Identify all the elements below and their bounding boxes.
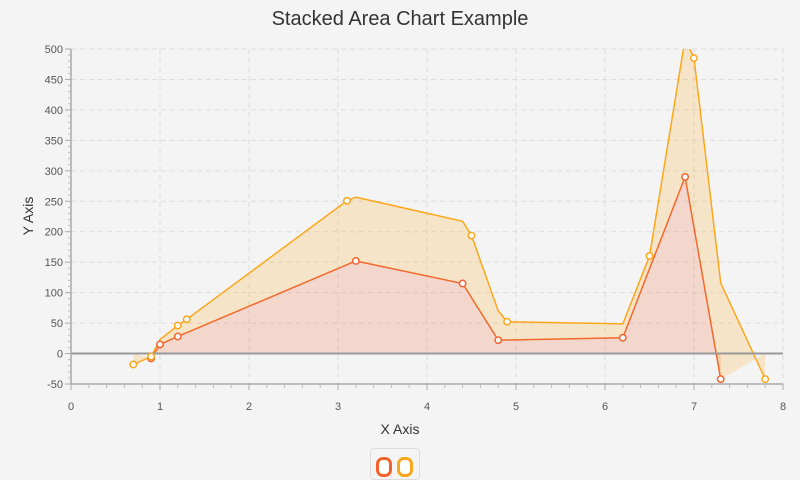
series-1-point [156, 340, 164, 349]
y-tick-label: 0 [57, 349, 63, 361]
x-tick-label: 0 [68, 401, 74, 413]
series-1-point [458, 279, 467, 288]
y-tick-label: 450 [45, 74, 63, 86]
x-tick-label: 6 [602, 401, 608, 413]
y-tick-label: 100 [45, 288, 63, 300]
x-tick-label: 4 [424, 401, 430, 413]
x-tick-label: 2 [246, 401, 252, 413]
y-tick-label: 300 [45, 166, 63, 178]
x-tick-label: 8 [780, 401, 786, 413]
y-tick-label: 50 [51, 318, 63, 330]
series-1-point [681, 172, 690, 181]
series-2-point [503, 317, 512, 326]
y-tick-label: -50 [47, 379, 63, 391]
y-tick-label: 350 [45, 135, 63, 147]
x-tick-label: 5 [513, 401, 519, 413]
series-2-point [645, 252, 654, 260]
series-2-point [182, 315, 191, 324]
series-2-point [129, 360, 138, 369]
series-1-point [173, 332, 182, 341]
legend-symbol-series-1 [376, 457, 392, 477]
legend-symbol-series-2 [397, 457, 413, 477]
chart-title: Stacked Area Chart Example [271, 8, 529, 30]
series-2-point [342, 196, 351, 205]
series-2-point [690, 54, 698, 63]
series-2-point [173, 321, 182, 330]
x-axis-label: X Axis [380, 421, 420, 437]
series-1-point [351, 257, 360, 265]
y-tick-label: 250 [45, 196, 63, 208]
legend [370, 448, 420, 480]
series-2-point [467, 231, 476, 240]
x-tick-label: 1 [157, 401, 163, 413]
x-tick-label: 3 [335, 401, 341, 413]
y-tick-label: 500 [45, 44, 63, 56]
y-tick-label: 400 [45, 105, 63, 117]
x-tick-label: 7 [691, 401, 697, 413]
series-2-point [147, 352, 156, 361]
series-group [132, 49, 766, 380]
series-2-point [761, 375, 770, 384]
series-1-point [494, 336, 503, 345]
y-tick-label: 150 [45, 257, 63, 269]
series-1-point [716, 375, 725, 384]
y-tick-label: 200 [45, 227, 63, 239]
series-1-point [618, 333, 627, 342]
